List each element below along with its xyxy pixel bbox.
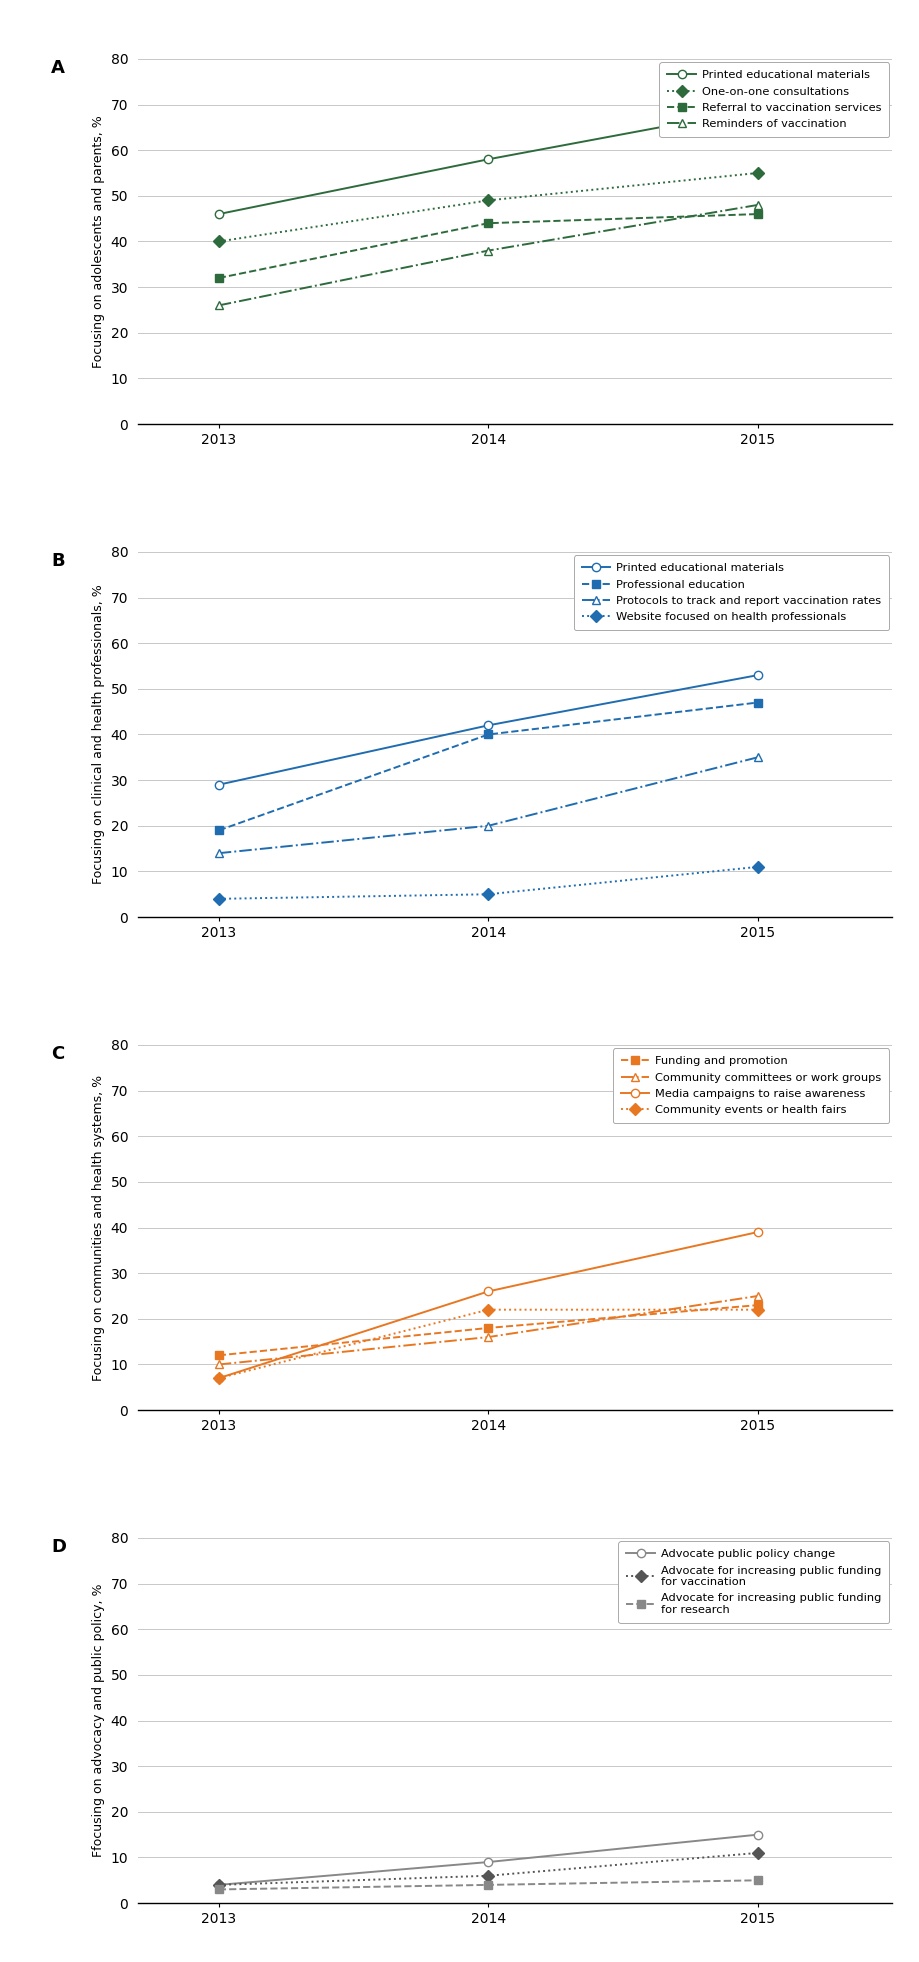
Line: Printed educational materials: Printed educational materials [214, 104, 761, 218]
Line: Advocate for increasing public funding
for research: Advocate for increasing public funding f… [214, 1876, 761, 1893]
Community events or health fairs [752, 1299, 763, 1322]
Printed educational materials [752, 663, 763, 687]
Website focused on health professionals [482, 883, 494, 906]
Y-axis label: Focusing on communities and health systems, %: Focusing on communities and health syste… [92, 1075, 105, 1381]
Advocate public policy change [482, 1850, 494, 1874]
Community committees or work groups [482, 1324, 494, 1348]
Website focused on health professionals [213, 887, 224, 910]
Advocate for increasing public funding
for research [213, 1878, 224, 1901]
Y-axis label: Ffocusing on advocacy and public policy, %: Ffocusing on advocacy and public policy,… [92, 1583, 105, 1858]
Legend: Printed educational materials, Professional education, Protocols to track and re: Printed educational materials, Professio… [573, 555, 888, 630]
Legend: Funding and promotion, Community committees or work groups, Media campaigns to r: Funding and promotion, Community committ… [612, 1048, 888, 1122]
Referral to vaccination services [213, 267, 224, 290]
Line: Referral to vaccination services: Referral to vaccination services [214, 210, 761, 283]
Advocate for increasing public funding
for vaccination [482, 1864, 494, 1887]
Text: B: B [51, 551, 65, 569]
Professional education [213, 818, 224, 842]
Line: Protocols to track and report vaccination rates: Protocols to track and report vaccinatio… [214, 753, 761, 857]
Advocate for increasing public funding
for vaccination [752, 1840, 763, 1864]
Reminders of vaccination [752, 192, 763, 216]
Line: Media campaigns to raise awareness: Media campaigns to raise awareness [214, 1228, 761, 1383]
Media campaigns to raise awareness [213, 1366, 224, 1389]
Printed educational materials [482, 714, 494, 738]
Line: Reminders of vaccination: Reminders of vaccination [214, 200, 761, 310]
Protocols to track and report vaccination rates [482, 814, 494, 838]
Media campaigns to raise awareness [482, 1279, 494, 1303]
Professional education [482, 722, 494, 746]
Community committees or work groups [213, 1352, 224, 1375]
Text: C: C [51, 1046, 64, 1063]
Funding and promotion [482, 1317, 494, 1340]
Community events or health fairs [482, 1299, 494, 1322]
One-on-one consultations [752, 161, 763, 184]
Referral to vaccination services [482, 212, 494, 235]
Advocate public policy change [213, 1874, 224, 1897]
Professional education [752, 691, 763, 714]
Text: A: A [51, 59, 65, 77]
Line: Advocate public policy change: Advocate public policy change [214, 1831, 761, 1889]
Line: Professional education: Professional education [214, 698, 761, 834]
Line: Community events or health fairs: Community events or health fairs [214, 1305, 761, 1383]
One-on-one consultations [482, 188, 494, 212]
Printed educational materials [752, 98, 763, 122]
Media campaigns to raise awareness [752, 1220, 763, 1244]
Printed educational materials [482, 147, 494, 171]
Website focused on health professionals [752, 855, 763, 879]
Legend: Printed educational materials, One-on-one consultations, Referral to vaccination: Printed educational materials, One-on-on… [659, 63, 888, 137]
One-on-one consultations [213, 230, 224, 253]
Line: Funding and promotion: Funding and promotion [214, 1301, 761, 1360]
Reminders of vaccination [482, 239, 494, 263]
Line: Printed educational materials: Printed educational materials [214, 671, 761, 789]
Text: D: D [51, 1538, 66, 1556]
Printed educational materials [213, 202, 224, 226]
Y-axis label: Focusing on clinical and health professionals, %: Focusing on clinical and health professi… [92, 585, 105, 885]
Line: Advocate for increasing public funding
for vaccination: Advocate for increasing public funding f… [214, 1848, 761, 1889]
Protocols to track and report vaccination rates [213, 842, 224, 865]
Community events or health fairs [213, 1366, 224, 1389]
Community committees or work groups [752, 1285, 763, 1309]
Referral to vaccination services [752, 202, 763, 226]
Line: One-on-one consultations: One-on-one consultations [214, 169, 761, 245]
Advocate for increasing public funding
for research [752, 1868, 763, 1891]
Funding and promotion [213, 1344, 224, 1368]
Line: Community committees or work groups: Community committees or work groups [214, 1291, 761, 1369]
Line: Website focused on health professionals: Website focused on health professionals [214, 863, 761, 903]
Advocate for increasing public funding
for research [482, 1874, 494, 1897]
Protocols to track and report vaccination rates [752, 746, 763, 769]
Funding and promotion [752, 1293, 763, 1317]
Printed educational materials [213, 773, 224, 797]
Legend: Advocate public policy change, Advocate for increasing public funding
for vaccin: Advocate public policy change, Advocate … [618, 1542, 888, 1623]
Advocate for increasing public funding
for vaccination [213, 1874, 224, 1897]
Advocate public policy change [752, 1823, 763, 1846]
Reminders of vaccination [213, 294, 224, 318]
Y-axis label: Focusing on adolescents and parents, %: Focusing on adolescents and parents, % [92, 116, 105, 367]
